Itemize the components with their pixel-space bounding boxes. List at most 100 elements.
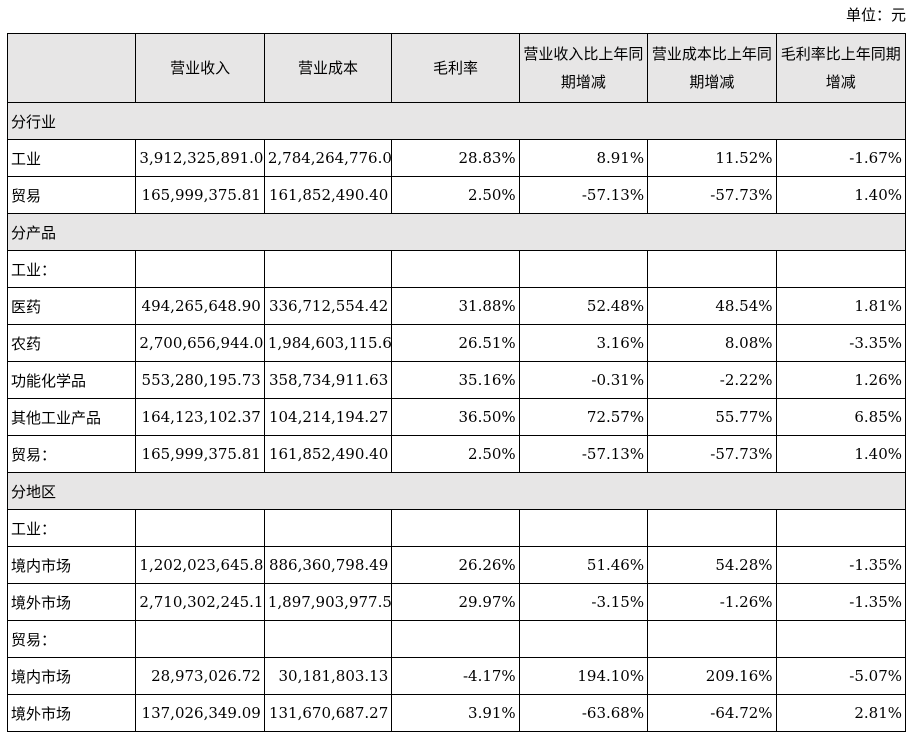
value-cell: 2.50%	[391, 435, 520, 473]
header-cell-gross-margin: 毛利率	[391, 33, 520, 103]
table-row: 农药 2,700,656,944.01 1,984,603,115.68 26.51%…	[6, 324, 907, 362]
row-label-cell: 医药	[6, 287, 137, 325]
section-row: 分地区	[7, 472, 906, 510]
value-cell: 3,912,325,891.01	[135, 139, 265, 177]
table-row: 贸易 165,999,375.81 161,852,490.40 2.50% -57.1…	[6, 176, 907, 214]
row-label-cell: 农药	[6, 324, 137, 362]
header-cell-category	[6, 33, 137, 103]
value-cell: 1.40%	[775, 435, 907, 473]
value-cell	[518, 620, 649, 658]
value-cell: 29.97%	[391, 583, 520, 621]
value-cell: 3.91%	[391, 694, 520, 732]
value-cell: 55.77%	[647, 398, 777, 436]
table-row: 工业：	[6, 509, 907, 547]
table-row: 境外市场 137,026,349.09 131,670,687.27 3.91% -63…	[6, 694, 907, 732]
section-label: 分产品	[7, 213, 906, 251]
value-cell	[391, 620, 520, 658]
row-label-cell: 贸易：	[6, 620, 137, 658]
value-cell: 1,202,023,645.83	[135, 546, 265, 584]
value-cell	[647, 509, 777, 547]
row-label-cell: 境外市场	[6, 694, 137, 732]
table-row: 工业：	[6, 250, 907, 288]
table-body: 分行业 工业 3,912,325,891.01 2,784,264,776.00 28.…	[6, 102, 907, 732]
table-row: 境外市场 2,710,302,245.18 1,897,903,977.51 29.9…	[6, 583, 907, 621]
value-cell: 104,214,194.27	[263, 398, 393, 436]
value-cell: -3.35%	[775, 324, 907, 362]
value-cell: -1.67%	[775, 139, 907, 177]
value-cell: 1,984,603,115.68	[263, 324, 393, 362]
value-cell: -63.68%	[518, 694, 649, 732]
row-label-cell: 境外市场	[6, 583, 137, 621]
value-cell: -0.31%	[518, 361, 649, 399]
value-cell: 2,784,264,776.00	[263, 139, 393, 177]
value-cell	[775, 250, 907, 288]
row-label-cell: 功能化学品	[6, 361, 137, 399]
value-cell: 886,360,798.49	[263, 546, 393, 584]
value-cell: -5.07%	[775, 657, 907, 695]
value-cell: 336,712,554.42	[263, 287, 393, 325]
value-cell: 8.91%	[518, 139, 649, 177]
value-cell: 131,670,687.27	[263, 694, 393, 732]
value-cell	[263, 250, 393, 288]
value-cell: 11.52%	[647, 139, 777, 177]
value-cell: 30,181,803.13	[263, 657, 393, 695]
section-label: 分地区	[7, 472, 906, 510]
value-cell	[775, 509, 907, 547]
table-row: 贸易：	[6, 620, 907, 658]
header-cell-revenue: 营业收入	[135, 33, 265, 103]
revenue-table: 营业收入 营业成本 毛利率 营业收入比上年同期增减 营业成本比上年同期增减 毛利…	[6, 33, 907, 732]
value-cell: -1.26%	[647, 583, 777, 621]
table-row: 境内市场 1,202,023,645.83 886,360,798.49 26.26%…	[6, 546, 907, 584]
row-label-cell: 境内市场	[6, 657, 137, 695]
value-cell: -2.22%	[647, 361, 777, 399]
value-cell: 2.81%	[775, 694, 907, 732]
value-cell: 48.54%	[647, 287, 777, 325]
value-cell: -57.73%	[647, 176, 777, 214]
row-label-cell: 工业	[6, 139, 137, 177]
value-cell: 8.08%	[647, 324, 777, 362]
row-label-cell: 其他工业产品	[6, 398, 137, 436]
section-row: 分产品	[7, 213, 906, 251]
table-header-row: 营业收入 营业成本 毛利率 营业收入比上年同期增减 营业成本比上年同期增减 毛利…	[6, 33, 907, 103]
value-cell: 26.51%	[391, 324, 520, 362]
value-cell: 28.83%	[391, 139, 520, 177]
value-cell: 164,123,102.37	[135, 398, 265, 436]
value-cell	[135, 509, 265, 547]
table-row: 其他工业产品 164,123,102.37 104,214,194.27 36.50%…	[6, 398, 907, 436]
value-cell: -4.17%	[391, 657, 520, 695]
unit-label: 单位：元	[845, 6, 906, 24]
value-cell: 358,734,911.63	[263, 361, 393, 399]
table-row: 工业 3,912,325,891.01 2,784,264,776.00 28.83%…	[6, 139, 907, 177]
value-cell: 51.46%	[518, 546, 649, 584]
value-cell: 194.10%	[518, 657, 649, 695]
value-cell: -57.13%	[518, 176, 649, 214]
value-cell: 2,700,656,944.01	[135, 324, 265, 362]
value-cell: 6.85%	[775, 398, 907, 436]
value-cell: 1.26%	[775, 361, 907, 399]
value-cell: -57.13%	[518, 435, 649, 473]
value-cell: 494,265,648.90	[135, 287, 265, 325]
value-cell: 36.50%	[391, 398, 520, 436]
table-row: 境内市场 28,973,026.72 30,181,803.13 -4.17% 194.…	[6, 657, 907, 695]
value-cell	[647, 620, 777, 658]
row-label-cell: 贸易：	[6, 435, 137, 473]
table-row: 功能化学品 553,280,195.73 358,734,911.63 35.16% -…	[6, 361, 907, 399]
value-cell	[391, 509, 520, 547]
header-cell-margin-yoy: 毛利率比上年同期增减	[775, 33, 907, 103]
section-label: 分行业	[7, 102, 906, 140]
value-cell	[391, 250, 520, 288]
value-cell: -64.72%	[647, 694, 777, 732]
value-cell: -1.35%	[775, 583, 907, 621]
value-cell: -1.35%	[775, 546, 907, 584]
value-cell: 2,710,302,245.18	[135, 583, 265, 621]
value-cell: 35.16%	[391, 361, 520, 399]
value-cell	[135, 620, 265, 658]
header-cell-cost: 营业成本	[263, 33, 393, 103]
value-cell: 3.16%	[518, 324, 649, 362]
value-cell: 52.48%	[518, 287, 649, 325]
row-label-cell: 工业：	[6, 250, 137, 288]
value-cell: 1.40%	[775, 176, 907, 214]
value-cell	[135, 250, 265, 288]
value-cell: 72.57%	[518, 398, 649, 436]
value-cell: 553,280,195.73	[135, 361, 265, 399]
